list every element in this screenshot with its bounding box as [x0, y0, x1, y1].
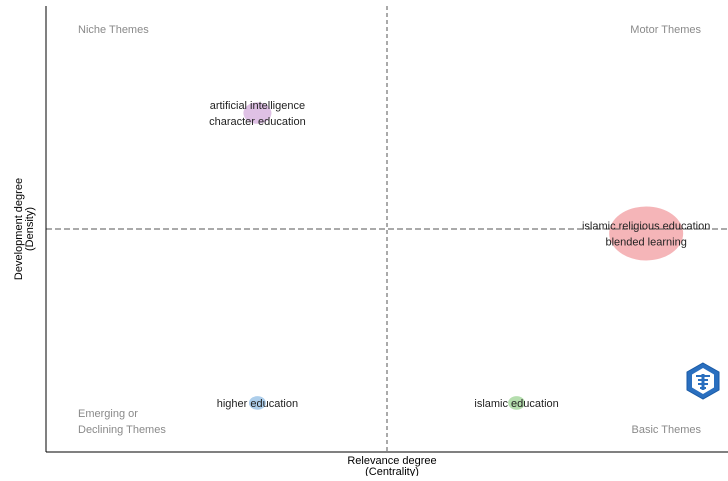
cluster-bubble-3 [508, 396, 526, 410]
bibliometrix-logo-icon [686, 362, 720, 400]
quadrant-label-top-right-0: Motor Themes [630, 24, 701, 36]
axes [45, 6, 728, 453]
cluster-label-2-0: higher education [217, 398, 298, 410]
axis-titles: Relevance degree (Centrality) Developmen… [13, 178, 437, 478]
quadrant-label-bottom-right-0: Basic Themes [632, 424, 702, 436]
quadrant-label-bottom-left-0: Emerging or [78, 408, 138, 420]
cluster-labels: artificial intelligence character educati… [209, 100, 710, 410]
cluster-bubbles [243, 102, 684, 410]
quadrant-label-top-left-0: Niche Themes [78, 24, 149, 36]
cluster-label-1-1: blended learning [605, 236, 686, 248]
cluster-label-0-1: character education [209, 116, 306, 128]
cluster-bubble-0 [243, 102, 272, 124]
cluster-label-1-0: islamic religious education [582, 220, 710, 232]
y-axis-title: Development degree [13, 178, 25, 280]
x-axis-title: Relevance degree [347, 455, 436, 467]
cluster-label-3-0: islamic education [474, 398, 558, 410]
quadrant-label-bottom-left-1: Declining Themes [78, 424, 166, 436]
quadrant-dividers [46, 6, 728, 452]
y-axis-subtitle: (Density) [24, 207, 36, 251]
x-axis-subtitle: (Centrality) [365, 466, 419, 476]
quadrant-labels: Niche Themes Motor Themes Emerging or Decli… [78, 24, 701, 436]
cluster-bubble-1 [609, 206, 684, 261]
cluster-label-0-0: artificial intelligence [210, 100, 305, 112]
cluster-bubble-2 [248, 396, 266, 410]
